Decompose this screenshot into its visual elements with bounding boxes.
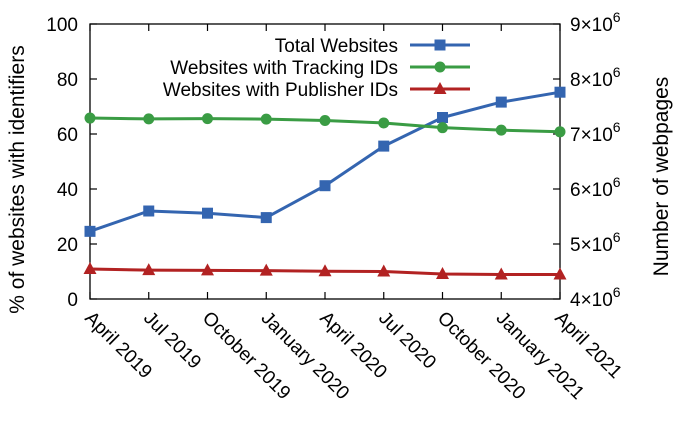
- data-point: [494, 267, 508, 280]
- data-point: [495, 124, 507, 136]
- right-tick-label: 6×106: [570, 174, 621, 201]
- data-point: [436, 266, 449, 279]
- series-line: [89, 90, 561, 233]
- series-websites-with-tracking-ids: [84, 112, 566, 138]
- series-total-websites: [84, 86, 566, 237]
- right-tick-label: 8×106: [570, 64, 621, 91]
- data-point: [202, 207, 213, 219]
- data-point: [495, 96, 507, 108]
- right-tick-label: 9×106: [570, 9, 621, 36]
- series-websites-with-publisher-ids: [83, 262, 567, 280]
- data-point: [433, 82, 447, 94]
- legend-label: Total Websites: [275, 36, 398, 57]
- data-point: [434, 39, 446, 51]
- series-layer: [83, 86, 567, 280]
- right-tick-label: 7×106: [570, 119, 621, 146]
- data-point: [437, 112, 448, 123]
- data-point: [554, 86, 566, 98]
- data-point: [434, 61, 446, 73]
- data-point: [437, 122, 448, 134]
- right-axis-ticks: 4×106 5×106 6×106 7×106 8×106 9×106: [553, 9, 621, 311]
- left-tick-label: 80: [57, 70, 78, 91]
- data-point: [553, 267, 567, 280]
- data-point: [377, 264, 391, 277]
- left-tick-label: 60: [57, 125, 78, 146]
- left-tick-label: 0: [67, 290, 78, 311]
- left-tick-label: 20: [57, 235, 78, 256]
- right-axis-title: Number of webpages: [650, 77, 673, 277]
- right-tick-label: 4×106: [570, 284, 621, 311]
- data-point: [319, 180, 331, 192]
- left-axis-title: % of websites with identifiers: [6, 45, 29, 313]
- data-point: [143, 113, 155, 125]
- data-point: [201, 263, 214, 276]
- data-point: [554, 126, 566, 138]
- left-axis-ticks: 0 20 40 60 80 100: [46, 15, 97, 311]
- left-tick-label: 100: [46, 15, 78, 36]
- data-point: [378, 140, 390, 152]
- data-point: [378, 117, 390, 129]
- left-tick-label: 40: [57, 180, 78, 201]
- data-point: [143, 205, 155, 217]
- data-point: [142, 263, 156, 276]
- right-tick-label: 5×106: [570, 229, 621, 256]
- data-point: [202, 113, 213, 125]
- data-point: [319, 115, 331, 127]
- data-point: [84, 225, 96, 237]
- data-point: [84, 112, 96, 124]
- data-point: [260, 212, 272, 224]
- data-point: [83, 262, 97, 275]
- data-point: [259, 263, 273, 276]
- legend-label: Websites with Publisher IDs: [163, 80, 398, 101]
- data-point: [318, 264, 332, 277]
- data-point: [260, 113, 272, 125]
- legend-label: Websites with Tracking IDs: [170, 58, 398, 79]
